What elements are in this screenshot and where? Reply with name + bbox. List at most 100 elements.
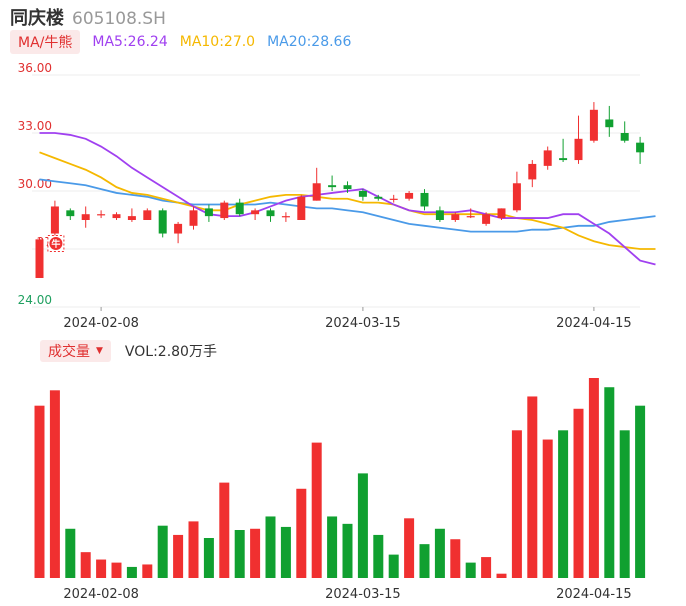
volume-bar [49,390,60,578]
candle [497,208,506,220]
candle-body [574,138,583,161]
volume-bar [588,378,599,578]
ma-indicator-button[interactable]: MA/牛熊 [10,30,81,54]
volume-bar [342,523,353,578]
ma20-legend-value: MA20:28.66 [267,34,352,50]
y-tick-label: 24.00 [18,293,52,307]
volume-bar [527,396,538,578]
volume-bar [96,559,107,578]
candle-body [559,158,568,161]
candle-body [220,202,229,219]
candle [574,115,583,164]
candle-body [466,216,475,218]
candle [451,212,460,222]
candle [358,189,367,201]
candle-body [312,183,321,201]
volume-bar [450,539,461,578]
volume-legend: 成交量 ▼ VOL:2.80万手 [40,340,217,362]
candle-body [543,150,552,166]
candle-body [235,202,244,215]
candle-body [374,196,383,199]
candle [204,204,213,222]
volume-bar [511,430,522,578]
candle-body [589,109,598,141]
ma-legend: MA/牛熊 MA5:26.24 MA10:27.0 MA20:28.66 [10,30,351,54]
candle [405,191,414,201]
volume-bar [542,439,553,578]
volume-bar [65,528,76,578]
candle [220,200,229,220]
volume-x-tick-label: 2024-03-15 [325,587,401,602]
volume-x-tick-label: 2024-02-08 [63,587,139,602]
volume-bar [80,552,91,578]
stock-header: 同庆楼 605108.SH [10,4,166,29]
candle [50,200,59,236]
stock-name: 同庆楼 [10,8,64,29]
candle [35,237,44,278]
candle [174,221,183,244]
candle [620,121,629,143]
x-tick-label: 2024-04-15 [556,316,632,330]
volume-bar [34,405,45,578]
candle [435,206,444,222]
volume-bar [481,557,492,578]
candle [374,194,383,201]
volume-bar [357,473,368,578]
candle [143,208,152,220]
volume-bar [250,528,261,578]
candle [127,208,136,222]
stock-code: 605108.SH [72,9,166,29]
candle [466,208,475,219]
candle-body [50,206,59,234]
volume-bar [388,554,399,578]
x-tick-label: 2024-02-08 [63,316,139,330]
volume-indicator-button[interactable]: 成交量 ▼ [40,340,111,362]
volume-bar [619,430,630,578]
bull-marker-text: 牛 [51,238,60,250]
volume-bar [635,405,646,578]
candle [66,208,75,220]
volume-bar [265,516,276,578]
y-tick-label: 36.00 [18,61,52,75]
candle [528,160,537,188]
dropdown-caret-icon: ▼ [96,346,103,356]
candle [543,146,552,170]
bull-marker-badge [49,236,63,250]
candle-body [112,214,121,219]
candle [189,206,198,230]
ma20-line [39,178,656,233]
candle [158,208,167,238]
volume-bar [327,516,338,578]
candle [312,167,321,201]
volume-bar [311,442,322,578]
candle-body [482,214,491,224]
bull-marker-icon: 牛 [47,234,65,252]
candle-body [528,163,537,180]
volume-bar [419,544,430,578]
candle [297,194,306,220]
candle [266,208,275,222]
candle-body [97,214,106,216]
candle-body [189,210,198,226]
candle [512,171,521,213]
volume-bar [126,566,137,578]
candle-body [605,119,614,128]
candle [605,105,614,137]
candle-body [281,216,290,218]
ma10-line [39,151,656,250]
candle-body [497,208,506,219]
volume-bar [496,573,507,578]
candle [389,194,398,203]
candle [81,206,90,228]
volume-bar [142,564,153,578]
candle-body [204,208,213,217]
candle [235,198,244,217]
candle-body [328,185,337,188]
candle-body [35,239,44,278]
candle [328,175,337,191]
volume-bar [465,562,476,578]
candle-body [127,216,136,220]
candle [420,189,429,211]
candle-body [620,133,629,141]
